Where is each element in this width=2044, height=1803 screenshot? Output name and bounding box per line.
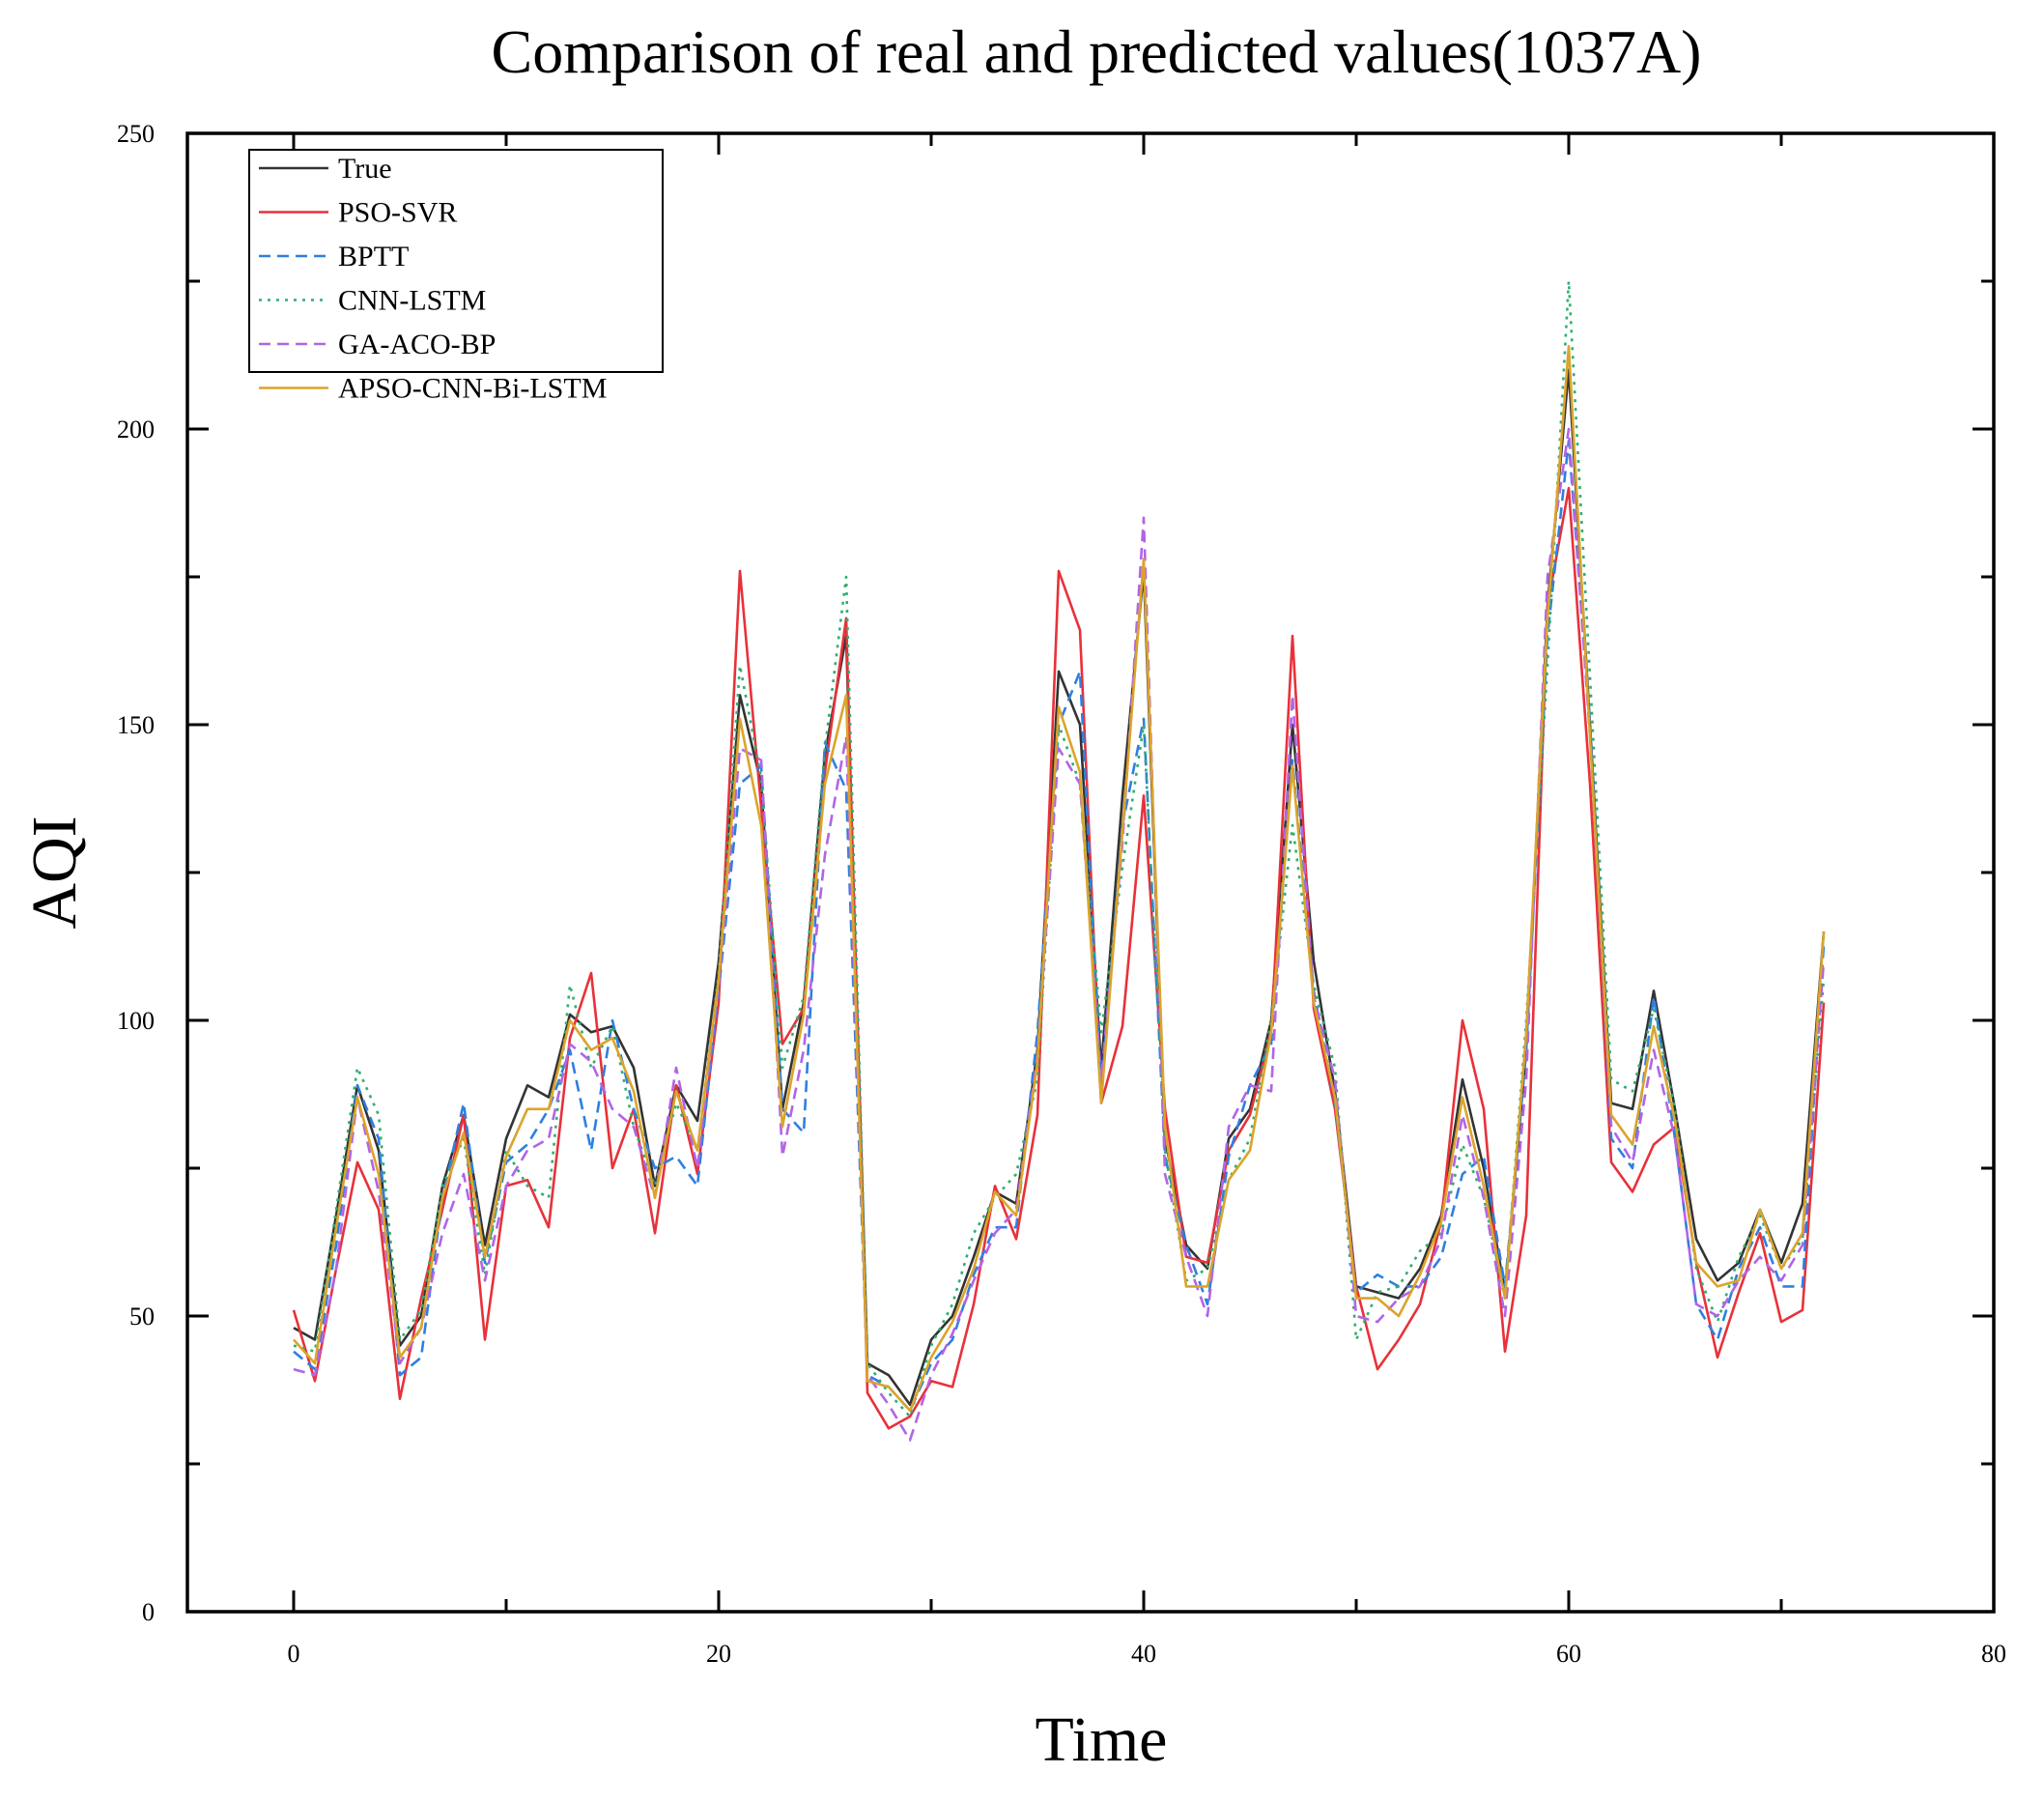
axis-ticks: 0 20 40 60 80 0 50 100 150 200 250 xyxy=(117,120,2006,1668)
x-tick-label: 40 xyxy=(1131,1640,1156,1668)
y-tick-label: 200 xyxy=(117,415,155,444)
y-tick-label: 100 xyxy=(117,1007,155,1035)
legend-box xyxy=(248,149,664,373)
chart-title: Comparison of real and predicted values(… xyxy=(492,17,1702,86)
x-tick-label: 80 xyxy=(1981,1640,2006,1668)
y-tick-label: 0 xyxy=(142,1598,155,1626)
series-line-true xyxy=(293,368,1826,1407)
series-line-apso-cnn-bi-lstm xyxy=(293,344,1826,1413)
x-tick-label: 0 xyxy=(288,1640,300,1668)
series-line-ga-aco-bp xyxy=(293,427,1826,1442)
y-tick-label: 50 xyxy=(129,1302,155,1331)
y-tick-label: 250 xyxy=(117,120,155,148)
x-tick-label: 60 xyxy=(1556,1640,1581,1668)
legend-label-apso-cnn-bi-lstm: APSO-CNN-Bi-LSTM xyxy=(338,373,607,405)
legend-label-bptt: BPTT xyxy=(338,241,409,272)
y-tick-label: 150 xyxy=(117,711,155,739)
plot-area: 0 20 40 60 80 0 50 100 150 200 250 xyxy=(117,120,2006,1668)
legend-label-true: True xyxy=(338,153,392,185)
x-axis-label: Time xyxy=(1036,1704,1168,1775)
y-axis-label: AQI xyxy=(19,816,90,929)
series-lines xyxy=(292,279,1826,1442)
legend: True PSO-SVR BPTT CNN-LSTM GA-ACO-BP APSO-CNN… xyxy=(248,149,664,405)
legend-label-ga-aco-bp: GA-ACO-BP xyxy=(338,329,496,360)
series-line-pso-svr xyxy=(292,486,1826,1430)
legend-label-pso-svr: PSO-SVR xyxy=(338,197,457,229)
legend-label-cnn-lstm: CNN-LSTM xyxy=(338,285,486,317)
x-tick-label: 20 xyxy=(706,1640,731,1668)
